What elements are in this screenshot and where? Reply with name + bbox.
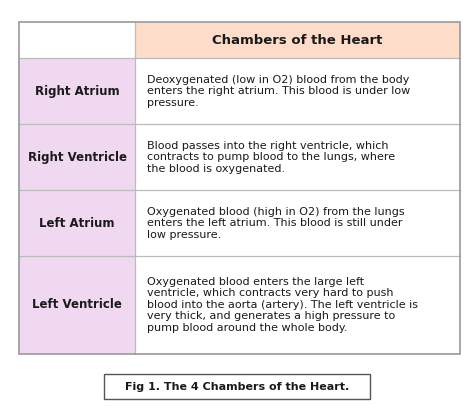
Text: Oxygenated blood enters the large left: Oxygenated blood enters the large left (147, 277, 364, 287)
Text: Chambers of the Heart: Chambers of the Heart (212, 34, 383, 47)
Text: pressure.: pressure. (147, 98, 199, 108)
Text: the blood is oxygenated.: the blood is oxygenated. (147, 164, 285, 173)
Text: Deoxygenated (low in O2) blood from the body: Deoxygenated (low in O2) blood from the … (147, 75, 410, 85)
Text: blood into the aorta (artery). The left ventricle is: blood into the aorta (artery). The left … (147, 300, 418, 310)
Text: ventricle, which contracts very hard to push: ventricle, which contracts very hard to … (147, 288, 393, 299)
Bar (104, 374, 370, 399)
Bar (19, 22, 460, 354)
Text: Left Ventricle: Left Ventricle (32, 299, 122, 311)
Bar (135, 22, 460, 58)
Bar (19, 58, 135, 124)
Bar (135, 190, 460, 256)
Text: Blood passes into the right ventricle, which: Blood passes into the right ventricle, w… (147, 141, 388, 151)
Text: enters the left atrium. This blood is still under: enters the left atrium. This blood is st… (147, 218, 402, 228)
Bar (19, 190, 135, 256)
Text: Right Atrium: Right Atrium (35, 85, 119, 98)
Text: Right Ventricle: Right Ventricle (27, 151, 127, 164)
Bar (135, 58, 460, 124)
Text: contracts to pump blood to the lungs, where: contracts to pump blood to the lungs, wh… (147, 152, 395, 162)
Text: Oxygenated blood (high in O2) from the lungs: Oxygenated blood (high in O2) from the l… (147, 207, 405, 217)
Bar (19, 124, 135, 190)
Bar (135, 124, 460, 190)
Bar (19, 256, 135, 354)
Bar (135, 256, 460, 354)
Text: low pressure.: low pressure. (147, 229, 221, 240)
Text: pump blood around the whole body.: pump blood around the whole body. (147, 323, 347, 333)
Text: Fig 1. The 4 Chambers of the Heart.: Fig 1. The 4 Chambers of the Heart. (125, 382, 349, 391)
Text: very thick, and generates a high pressure to: very thick, and generates a high pressur… (147, 311, 395, 321)
Text: Left Atrium: Left Atrium (39, 217, 115, 229)
Text: enters the right atrium. This blood is under low: enters the right atrium. This blood is u… (147, 86, 410, 96)
Bar (19, 22, 135, 58)
